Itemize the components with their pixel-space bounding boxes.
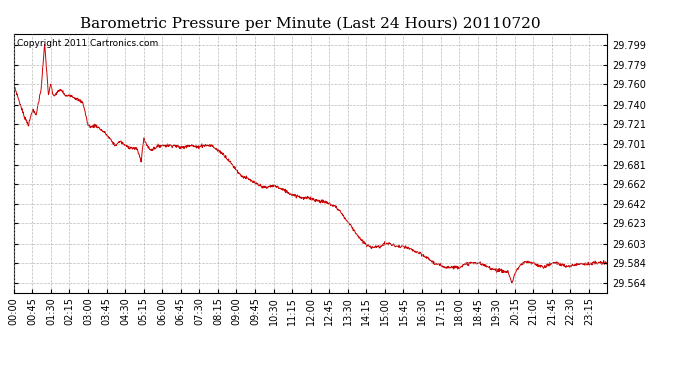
Text: Copyright 2011 Cartronics.com: Copyright 2011 Cartronics.com [17, 39, 158, 48]
Title: Barometric Pressure per Minute (Last 24 Hours) 20110720: Barometric Pressure per Minute (Last 24 … [80, 17, 541, 31]
